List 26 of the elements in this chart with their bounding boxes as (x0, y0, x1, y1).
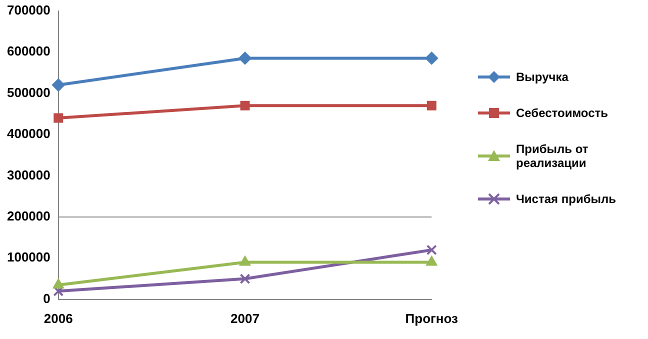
point (426, 100, 436, 110)
y-tick-label: 100000 (6, 250, 50, 265)
point (240, 100, 250, 110)
legend-label: Себестоимость (516, 106, 608, 120)
point (54, 113, 64, 123)
legend-label: Прибыль от реализации (516, 142, 590, 170)
point (52, 278, 64, 288)
legend-label: Выручка (516, 70, 568, 84)
point (52, 78, 65, 92)
point (238, 52, 252, 65)
point (426, 256, 438, 266)
x-tick-label: 2006 (44, 310, 73, 326)
x-tick-label: Прогноз (405, 310, 459, 326)
point (240, 274, 250, 284)
y-tick-label: 200000 (6, 208, 50, 224)
x-tick-label: 2007 (230, 310, 260, 326)
point (425, 52, 438, 65)
y-tick-label: 400000 (6, 126, 50, 142)
y-tick-label: 300000 (6, 167, 50, 182)
y-tick-label: 500000 (6, 84, 50, 100)
y-tick-label: 700000 (6, 2, 50, 18)
legend-label: Чистая прибыль (516, 192, 616, 206)
y-tick-label: 600000 (6, 44, 50, 59)
point (239, 256, 251, 266)
point (426, 244, 437, 256)
y-tick-label: 0 (43, 290, 50, 306)
